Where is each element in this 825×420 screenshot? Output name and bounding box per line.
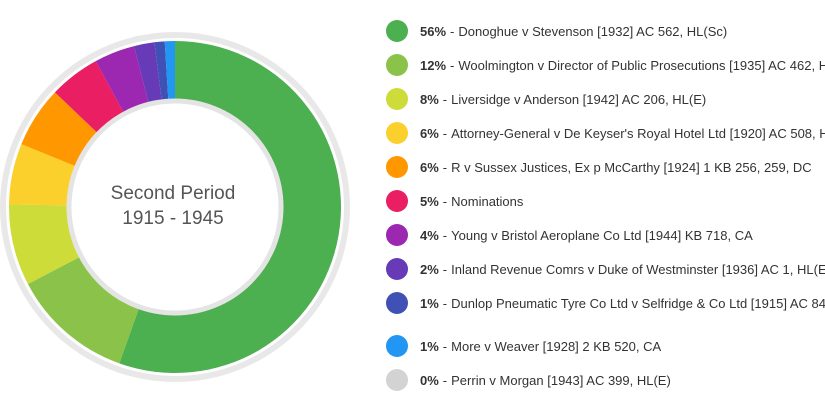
legend-marker (386, 20, 408, 42)
legend-item: 5% - Nominations (386, 190, 523, 212)
legend-label: R v Sussex Justices, Ex p McCarthy [1924… (451, 159, 812, 175)
legend-item: 4% - Young v Bristol Aeroplane Co Ltd [194… (386, 224, 753, 246)
slice (164, 41, 175, 100)
outer-ring (0, 32, 350, 382)
slice (134, 42, 162, 103)
value-label: 8% (420, 91, 439, 107)
separator: - (450, 57, 455, 73)
legend-label: Dunlop Pneumatic Tyre Co Ltd v Selfridge… (451, 295, 825, 311)
center-subtitle: 1915 - 1945 (122, 208, 223, 229)
legend-item: 2% - Inland Revenue Comrs v Duke of Westmi… (386, 258, 825, 280)
legend-marker (386, 292, 408, 314)
legend-label: Nominations (451, 193, 524, 209)
separator: - (442, 227, 448, 243)
slice (95, 46, 149, 113)
value-label: 2% (420, 261, 439, 277)
legend-label: Young v Bristol Aeroplane Co Ltd [1944] … (451, 227, 753, 243)
legend-item: 8% - Liversidge v Anderson [1942] AC 206, … (386, 88, 706, 110)
legend-label: Perrin v Morgan [1943] AC 399, HL(E) (451, 372, 671, 388)
value-label: 0% (420, 372, 439, 388)
inner-ring (66, 98, 284, 316)
legend-item: 6% - Attorney-General v De Keyser's Royal … (386, 122, 825, 144)
legend-marker (386, 54, 408, 76)
separator: - (442, 261, 448, 277)
value-label: 1% (420, 295, 439, 311)
separator: - (442, 338, 448, 354)
legend-marker (386, 122, 408, 144)
legend-marker (386, 156, 408, 178)
separator: - (442, 295, 448, 311)
legend: 56% - Donoghue v Stevenson [1932] AC 562, … (386, 0, 825, 420)
center-title: Second Period (111, 183, 236, 204)
separator: - (442, 193, 448, 209)
value-label: 6% (420, 159, 439, 175)
legend-label: Liversidge v Anderson [1942] AC 206, HL(… (451, 91, 707, 107)
legend-marker (386, 258, 408, 280)
chart: Second Period 1915 - 1945 (0, 32, 350, 382)
value-label: 6% (420, 125, 439, 141)
legend-item: 56% - Donoghue v Stevenson [1932] AC 562, … (386, 20, 727, 42)
value-label: 56% (420, 23, 447, 39)
legend-marker (386, 190, 408, 212)
legend-label: Donoghue v Stevenson [1932] AC 562, HL(S… (458, 23, 728, 39)
value-label: 4% (420, 227, 439, 243)
legend-marker (386, 88, 408, 110)
legend-label: More v Weaver [1928] 2 KB 520, CA (451, 338, 662, 354)
separator: - (442, 91, 448, 107)
slice (27, 257, 139, 364)
legend-label: Woolmington v Director of Public Prosecu… (458, 57, 825, 73)
separator: - (442, 125, 448, 141)
slice (21, 92, 97, 167)
legend-label: Attorney-General v De Keyser's Royal Hot… (451, 125, 825, 141)
legend-marker (386, 335, 408, 357)
slice (8, 204, 80, 284)
separator: - (442, 372, 448, 388)
legend-marker (386, 369, 408, 391)
legend-marker (386, 224, 408, 246)
slice (154, 41, 169, 100)
separator: - (442, 159, 448, 175)
slices (8, 41, 342, 373)
value-label: 1% (420, 338, 439, 354)
separator: - (450, 23, 455, 39)
value-label: 5% (420, 193, 439, 209)
legend-item: 1% - Dunlop Pneumatic Tyre Co Ltd v Selfri… (386, 292, 825, 314)
slice (9, 144, 76, 206)
legend-item: 0% - Perrin v Morgan [1943] AC 399, HL(E) (386, 369, 671, 391)
legend-label: Inland Revenue Comrs v Duke of Westminst… (451, 261, 825, 277)
legend-item: 1% - More v Weaver [1928] 2 KB 520, CA (386, 335, 661, 357)
legend-item: 12% - Woolmington v Director of Public Pro… (386, 54, 825, 76)
legend-item: 6% - R v Sussex Justices, Ex p McCarthy [1… (386, 156, 812, 178)
slice (119, 41, 342, 373)
value-label: 12% (420, 57, 447, 73)
slice (54, 61, 124, 133)
